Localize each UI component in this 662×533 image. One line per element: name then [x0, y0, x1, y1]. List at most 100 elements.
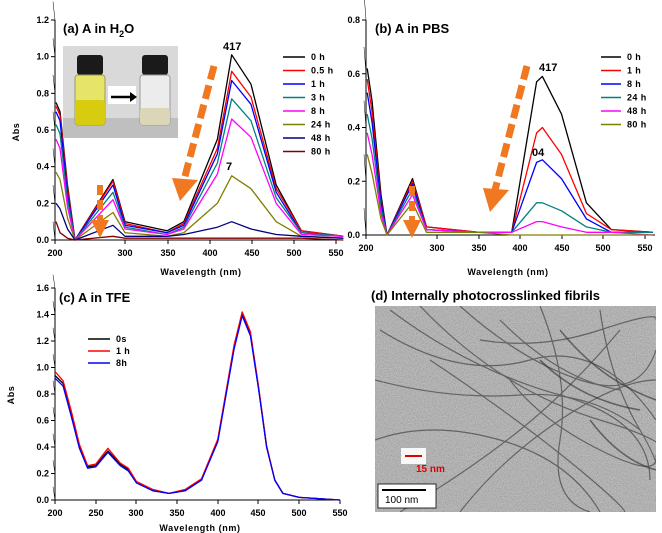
- panel-b-xlabel: Wavelength (nm): [467, 267, 548, 277]
- fibril-width-marker: 15 nm: [401, 448, 445, 475]
- y-minor-tick: [52, 274, 56, 289]
- panel-b-x-axis: 200 300 350 400 450 500 550: [358, 234, 655, 253]
- panel-a-orange-arrow-large: [172, 65, 218, 201]
- x-tick-label: 350: [471, 243, 486, 253]
- panel-a-legend: 0 h 0.5 h 1 h 3 h 8 h 24 h 48 h 80 h: [283, 52, 333, 157]
- panel-c-x-axis: 200 250 300 350 400 450 500 550: [47, 499, 348, 518]
- y-tick-label: 0.4: [36, 442, 49, 452]
- y-minor-tick: [363, 154, 367, 182]
- y-minor-tick: [52, 148, 56, 167]
- y-tick-label: 0.4: [36, 162, 49, 172]
- x-tick-label: 300: [429, 243, 444, 253]
- panel-a-x-axis: 200 300 350 400 450 500 550: [47, 239, 344, 258]
- panel-a-peak-label-2: 7: [226, 161, 232, 173]
- x-tick-label: 400: [512, 243, 527, 253]
- series-line: [54, 311, 340, 501]
- y-minor-tick: [52, 301, 56, 315]
- legend-label: 1 h: [116, 346, 130, 356]
- panel-c-y-axis: 0.0 0.2 0.4 0.6 0.8 1.0 1.2 1.4 1.6: [36, 274, 56, 505]
- panel-b-peak-label-2: 04: [532, 147, 545, 159]
- series-line: [54, 315, 340, 501]
- scale-bar: 100 nm: [377, 483, 437, 509]
- legend-label: 24 h: [311, 120, 331, 130]
- series-line: [54, 313, 340, 501]
- x-tick-label: 400: [210, 508, 225, 518]
- panel-c-ylabel: Abs: [6, 386, 16, 405]
- y-minor-tick: [52, 354, 56, 368]
- x-tick-label: 200: [47, 248, 62, 258]
- legend-label: 24 h: [627, 93, 647, 103]
- y-minor-tick: [52, 221, 56, 241]
- x-tick-label: 450: [554, 243, 569, 253]
- panel-c-title: (c) A in TFE: [59, 290, 131, 305]
- y-tick-label: 1.2: [36, 15, 49, 25]
- y-minor-tick: [52, 433, 56, 448]
- y-tick-label: 0.0: [36, 235, 49, 245]
- panel-d: (d) Internally photocrosslinked fibrils: [371, 288, 656, 512]
- x-tick-label: 450: [250, 508, 265, 518]
- series-line: [55, 171, 344, 241]
- x-tick-label: 350: [169, 508, 184, 518]
- x-tick-label: 450: [244, 248, 259, 258]
- x-tick-label: 550: [332, 508, 347, 518]
- y-tick-label: 1.0: [36, 363, 49, 373]
- legend-label: 80 h: [311, 147, 331, 157]
- y-tick-label: 0.4: [347, 123, 360, 133]
- scale-bar-label: 100 nm: [385, 495, 418, 506]
- legend-label: 48 h: [627, 106, 647, 116]
- panel-a-peak-label: 417: [223, 41, 241, 53]
- series-line: [55, 202, 344, 241]
- series-line: [366, 132, 653, 236]
- series-line: [55, 221, 344, 241]
- panel-b: (b) A in PBS Wavelength (nm) 0.00.20.40.…: [347, 0, 655, 277]
- panel-c-series: [54, 311, 340, 501]
- y-tick-label: 0.6: [347, 69, 360, 79]
- arrow-right-icon: [108, 86, 137, 104]
- x-tick-label: 500: [286, 248, 301, 258]
- panel-a-xlabel: Wavelength (nm): [160, 267, 241, 277]
- panel-c-legend: 0s 1 h 8h: [88, 334, 130, 368]
- panel-a-y-axis: 0.0 0.2 0.4 0.6 0.8 1.0 1.2: [36, 1, 56, 245]
- y-tick-label: 1.6: [36, 283, 49, 293]
- y-tick-label: 0.0: [36, 495, 49, 505]
- panel-a-ylabel: Abs: [11, 123, 21, 142]
- x-tick-label: 400: [202, 248, 217, 258]
- y-tick-label: 0.2: [347, 176, 360, 186]
- panel-b-series: [366, 68, 653, 236]
- y-tick-label: 0.8: [347, 15, 360, 25]
- panel-c: (c) A in TFE Abs Wavelength (nm) 0.00.20…: [6, 274, 348, 533]
- panel-b-orange-arrow-large: [483, 65, 531, 212]
- x-tick-label: 250: [88, 508, 103, 518]
- series-line: [55, 79, 344, 241]
- y-minor-tick: [52, 38, 56, 57]
- legend-label: 0 h: [311, 52, 325, 62]
- x-tick-label: 350: [160, 248, 175, 258]
- y-minor-tick: [52, 460, 56, 474]
- yellow-vial-icon: [74, 55, 106, 126]
- vial-photo-inset: [63, 46, 178, 138]
- x-tick-label: 550: [637, 243, 652, 253]
- tem-micrograph: [375, 306, 656, 512]
- x-tick-label: 300: [128, 508, 143, 518]
- panel-b-y-axis: 0.0 0.2 0.4 0.6 0.8: [347, 0, 367, 240]
- series-line: [366, 154, 653, 236]
- panel-a-title: (a) A in H2O: [63, 21, 134, 39]
- x-tick-label: 500: [291, 508, 306, 518]
- legend-label: 8 h: [311, 106, 325, 116]
- series-line: [55, 118, 344, 241]
- legend-label: 0s: [116, 334, 127, 344]
- x-tick-label: 300: [117, 248, 132, 258]
- series-line: [55, 98, 344, 241]
- y-tick-label: 1.2: [36, 336, 49, 346]
- y-minor-tick: [52, 1, 56, 21]
- panel-a: (a) A in H2O Abs Wavelength (nm) 0.00.20…: [11, 1, 344, 277]
- y-minor-tick: [364, 0, 367, 21]
- x-tick-label: 550: [328, 248, 343, 258]
- legend-label: 3 h: [311, 93, 325, 103]
- legend-label: 1 h: [627, 66, 641, 76]
- y-tick-label: 0.6: [36, 416, 49, 426]
- panel-d-title: (d) Internally photocrosslinked fibrils: [371, 288, 600, 303]
- series-line: [55, 70, 344, 241]
- panel-b-orange-arrow-small: [403, 186, 421, 238]
- panel-a-orange-arrow-small: [91, 185, 109, 238]
